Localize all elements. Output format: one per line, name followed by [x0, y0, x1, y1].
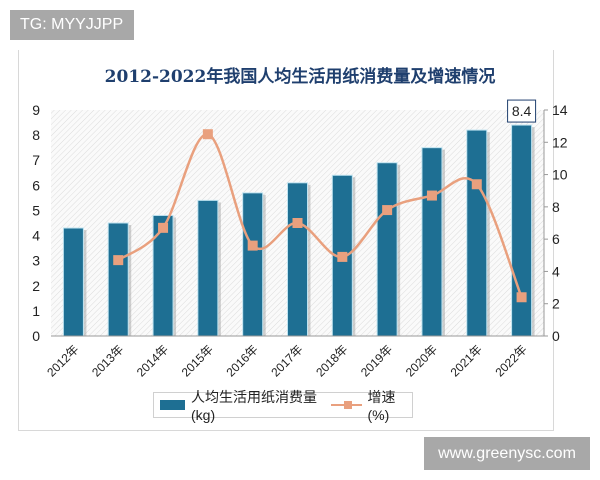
legend-line-label: 增速(%) — [367, 389, 396, 423]
bar — [197, 199, 219, 337]
legend: 人均生活用纸消费量(kg) 增速(%) — [153, 389, 413, 423]
tag-label: TG: MYYJJPP — [10, 10, 134, 40]
x-tick-label: 2016年 — [224, 342, 261, 379]
x-tick-label: 2021年 — [448, 342, 485, 379]
legend-bar-swatch — [160, 400, 186, 410]
legend-line-swatch — [331, 400, 362, 410]
left-tick-label: 5 — [32, 202, 40, 218]
legend-bar-label: 人均生活用纸消费量(kg) — [191, 389, 318, 423]
bar — [376, 162, 398, 337]
x-tick-label: 2014年 — [134, 342, 171, 379]
growth-marker — [516, 292, 527, 303]
right-tick-label: 8 — [552, 199, 560, 215]
x-tick-label: 2018年 — [313, 342, 350, 379]
left-tick-label: 9 — [32, 102, 40, 118]
x-tick-label: 2015年 — [179, 342, 216, 379]
bar — [466, 129, 488, 337]
left-tick-label: 0 — [32, 328, 40, 344]
left-tick-label: 6 — [32, 177, 40, 193]
growth-marker — [247, 240, 258, 251]
bar — [62, 227, 84, 337]
growth-marker — [202, 129, 213, 140]
bar — [287, 182, 308, 337]
right-tick-label: 6 — [552, 231, 560, 247]
right-tick-label: 12 — [552, 134, 568, 150]
growth-marker — [471, 179, 482, 190]
left-tick-label: 1 — [32, 303, 40, 319]
left-tick-label: 7 — [32, 152, 40, 168]
growth-marker — [113, 255, 124, 266]
left-tick-label: 3 — [32, 253, 40, 269]
chart-frame — [18, 50, 554, 431]
bar — [107, 222, 129, 337]
right-tick-label: 10 — [552, 167, 568, 183]
x-tick-label: 2019年 — [358, 342, 395, 379]
growth-line — [117, 132, 523, 298]
x-tick-label: 2013年 — [89, 342, 126, 379]
site-watermark: www.greenysc.com — [424, 437, 590, 470]
growth-marker — [158, 222, 169, 233]
bar — [421, 147, 443, 337]
x-tick-label: 2012年 — [44, 342, 81, 379]
bar — [242, 192, 264, 337]
right-tick-label: 2 — [552, 296, 560, 312]
left-tick-label: 8 — [32, 127, 40, 143]
chart-title: 2012-2022年我国人均生活用纸消费量及增速情况 — [104, 67, 496, 87]
annotation-label: 8.4 — [512, 103, 532, 119]
x-tick-label: 2017年 — [268, 342, 305, 379]
x-tick-label: 2020年 — [403, 342, 440, 379]
growth-marker — [382, 205, 393, 216]
left-tick-label: 2 — [32, 278, 40, 294]
right-tick-label: 14 — [552, 102, 568, 118]
right-tick-label: 0 — [552, 328, 560, 344]
left-tick-label: 4 — [32, 228, 40, 244]
x-tick-label: 2022年 — [492, 342, 529, 379]
bar — [152, 214, 174, 337]
growth-marker — [292, 218, 303, 228]
annotation-box — [507, 99, 537, 123]
growth-marker — [337, 251, 348, 262]
growth-marker — [426, 190, 437, 201]
right-tick-label: 4 — [552, 263, 560, 279]
bar — [511, 124, 533, 337]
